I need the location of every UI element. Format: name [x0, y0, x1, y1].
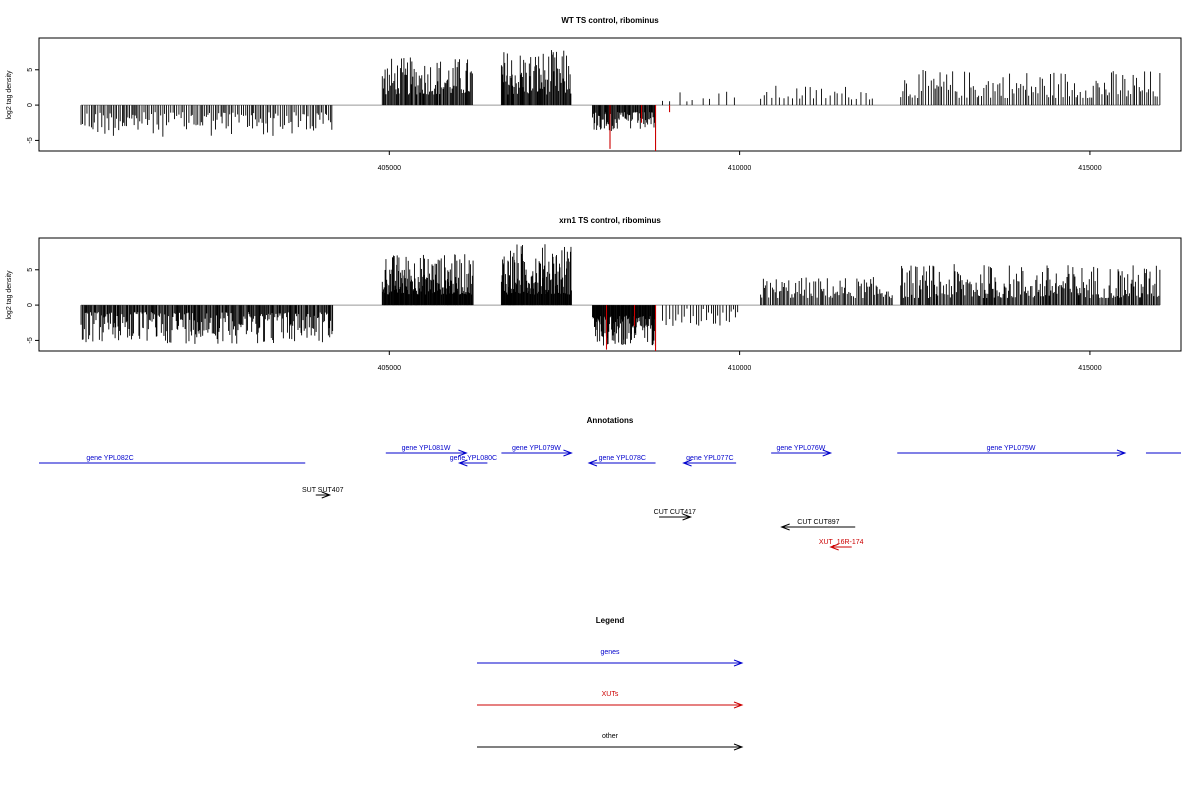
annotation-feature: gene YPL078C — [587, 455, 656, 467]
track-xrn1-frame — [38, 237, 1182, 352]
legend-item: other — [477, 733, 744, 751]
annotation-feature: gene YPL076W — [771, 445, 833, 457]
annotation-feature: gene YPL075W — [897, 445, 1127, 457]
feature-arrowhead — [829, 543, 839, 551]
feature-arrowhead — [458, 449, 468, 457]
legend-arrowhead — [733, 701, 744, 709]
feature-arrowhead — [587, 459, 598, 467]
track-wt-title: WT TS control, ribominus — [561, 16, 659, 25]
legend-label: genes — [600, 649, 620, 656]
x-tick-label: 415000 — [1078, 165, 1101, 172]
feature-label: gene YPL075W — [987, 445, 1036, 452]
feature-label: gene YPL076W — [776, 445, 825, 452]
legend-title: Legend — [596, 616, 625, 625]
annotation-feature: gene YPL079W — [501, 445, 573, 457]
annotation-feature: CUT CUT897 — [780, 519, 856, 531]
annotation-feature: SUT SUT407 — [302, 487, 344, 499]
track-xrn1-title: xrn1 TS control, ribominus — [559, 216, 661, 225]
feature-label: gene YPL082C — [86, 455, 133, 462]
feature-arrowhead — [563, 449, 573, 457]
annotation-feature: gene YPL077C — [682, 455, 737, 467]
y-tick-label: -5 — [27, 137, 34, 143]
annotations-title: Annotations — [587, 416, 634, 425]
legend-label: XUTs — [602, 691, 619, 698]
feature-arrowhead — [780, 523, 790, 531]
feature-arrowhead — [682, 459, 692, 467]
track-wt-axes: -5 0 5 405000 410000 415000 — [27, 68, 1102, 172]
x-tick-label: 410000 — [728, 365, 751, 372]
feature-label: gene YPL077C — [686, 455, 733, 462]
y-tick-label: 0 — [27, 103, 34, 107]
legend-arrowhead — [733, 743, 744, 751]
x-tick-label: 415000 — [1078, 365, 1101, 372]
track-xrn1-axes: -5 0 5 405000 410000 415000 — [27, 268, 1102, 372]
track-wt-ylabel: log2 tag density — [6, 70, 13, 120]
feature-label: gene YPL079W — [512, 445, 561, 452]
annotation-feature: gene YPL080C — [450, 455, 497, 467]
feature-arrowhead — [682, 513, 692, 521]
feature-label: gene YPL081W — [402, 445, 451, 452]
annotation-feature: gene YPL081W — [385, 445, 468, 457]
x-tick-label: 405000 — [378, 365, 401, 372]
x-tick-label: 410000 — [728, 165, 751, 172]
feature-label: CUT CUT897 — [797, 519, 839, 526]
track-wt: WT TS control, ribominus log2 tag densit… — [6, 16, 1182, 172]
feature-arrowhead — [321, 491, 332, 499]
annotation-features: gene YPL082C gene YPL081W gene YPL080C gene… — [39, 445, 1181, 551]
x-tick-label: 405000 — [378, 165, 401, 172]
legend-label: other — [602, 733, 619, 740]
track-wt-bars — [80, 50, 1161, 151]
feature-label: CUT CUT417 — [654, 509, 696, 516]
track-xrn1-bars — [80, 244, 1161, 351]
legend-item: XUTs — [477, 691, 744, 709]
track-xrn1: xrn1 TS control, ribominus log2 tag dens… — [6, 216, 1182, 372]
feature-label: SUT SUT407 — [302, 487, 344, 494]
y-tick-label: 5 — [27, 68, 34, 72]
feature-arrowhead — [1116, 449, 1127, 457]
y-tick-label: 0 — [27, 303, 34, 307]
track-wt-frame — [38, 37, 1182, 152]
y-tick-label: -5 — [27, 337, 34, 343]
annotation-feature: XUT_16R-174 — [819, 539, 864, 551]
feature-label: XUT_16R-174 — [819, 539, 864, 546]
annotation-feature: CUT CUT417 — [654, 509, 696, 521]
legend: Legend genes XUTs other — [477, 616, 744, 751]
track-xrn1-ylabel: log2 tag density — [6, 270, 13, 320]
legend-item: genes — [477, 649, 744, 667]
legend-arrowhead — [733, 659, 744, 667]
feature-arrowhead — [822, 449, 833, 457]
legend-items: genes XUTs other — [477, 649, 744, 751]
y-tick-label: 5 — [27, 268, 34, 272]
feature-arrowhead — [457, 459, 468, 467]
annotation-feature: gene YPL082C — [39, 455, 306, 464]
feature-label: gene YPL078C — [599, 455, 646, 462]
feature-label: gene YPL080C — [450, 455, 497, 462]
